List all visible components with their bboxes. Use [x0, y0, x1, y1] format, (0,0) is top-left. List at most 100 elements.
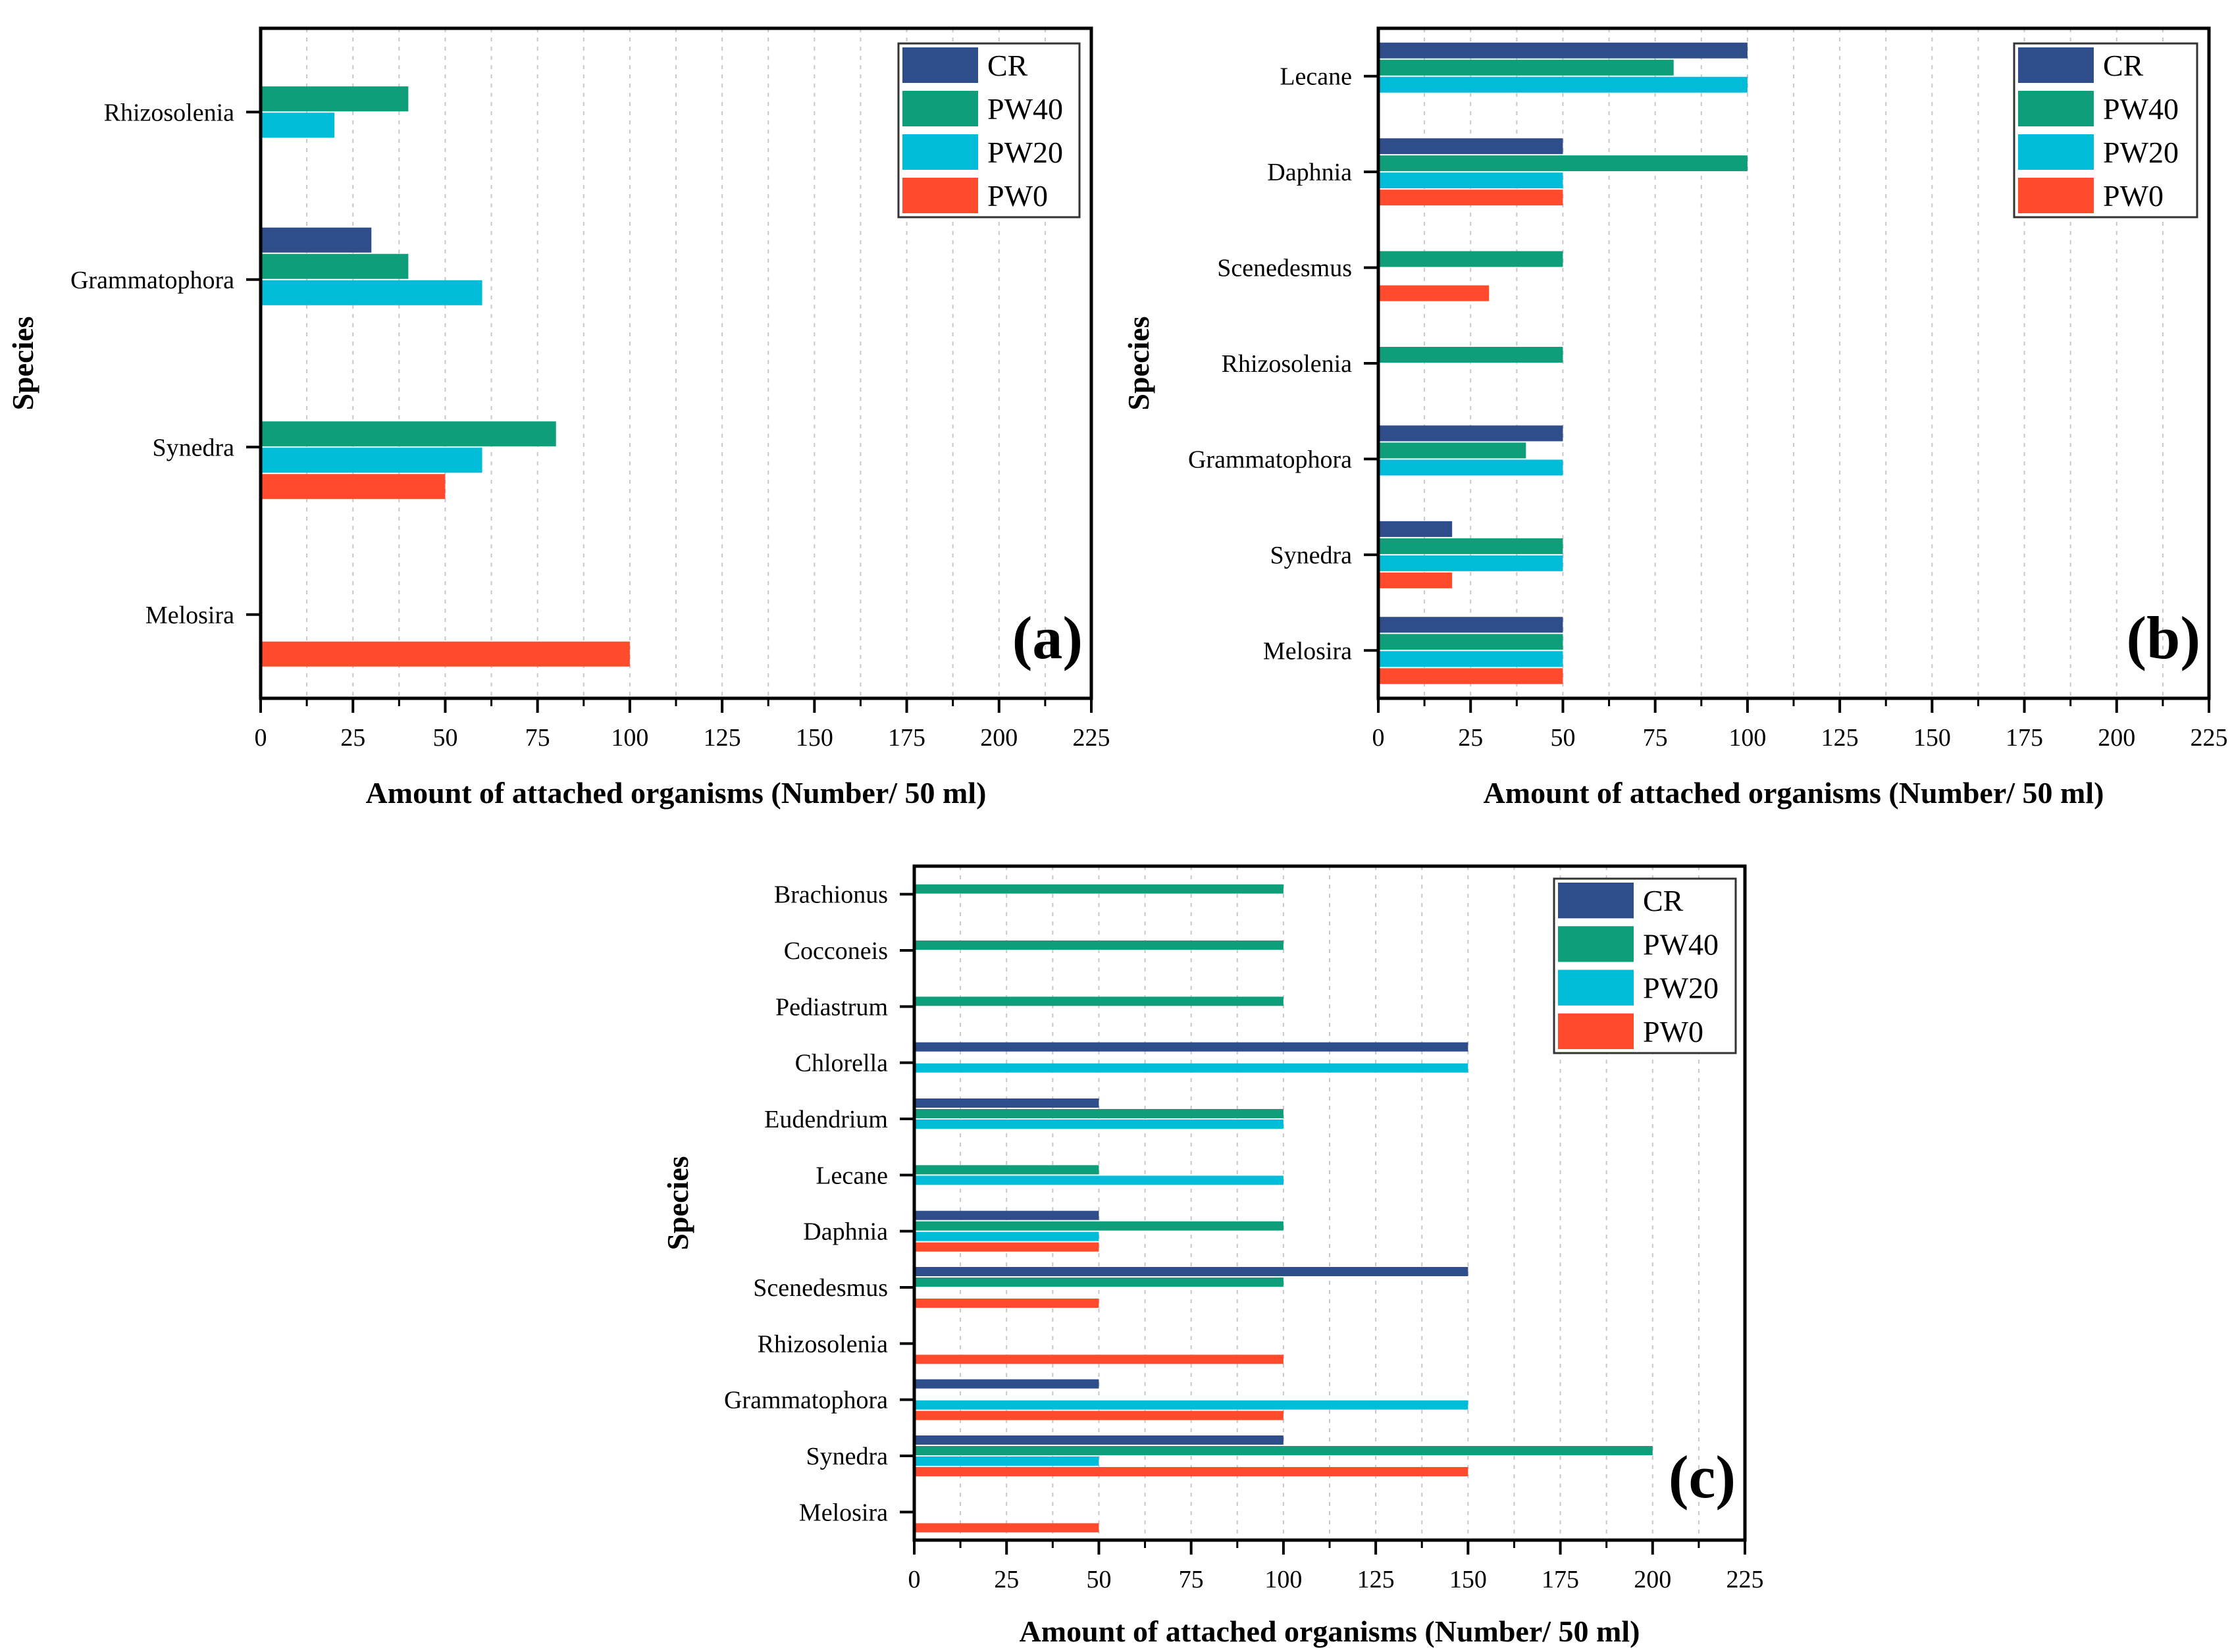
bar-pw20-synedra — [1380, 555, 1563, 571]
x-tick-label: 0 — [908, 1566, 921, 1593]
legend-label: PW0 — [987, 179, 1048, 213]
legend-swatch-pw40 — [1558, 926, 1634, 962]
x-tick-label: 225 — [1073, 724, 1110, 752]
category-label: Melosira — [799, 1499, 888, 1526]
legend-swatch-pw40 — [2018, 91, 2094, 126]
bar-pw40-melosira — [1380, 634, 1563, 650]
x-tick-label: 50 — [1550, 724, 1575, 752]
category-label: Lecane — [816, 1162, 888, 1189]
panel-label: (b) — [2127, 604, 2200, 671]
y-axis-title: Species — [661, 1156, 694, 1250]
legend-swatch-pw0 — [2018, 178, 2094, 213]
x-tick-label: 100 — [611, 724, 648, 752]
x-axis-title: Amount of attached organisms (Number/ 50… — [366, 776, 987, 810]
category-label: Brachionus — [774, 881, 888, 909]
bar-pw40-cocconeis — [916, 941, 1284, 950]
bar-pw20-lecane — [1380, 76, 1748, 93]
legend-swatch-cr — [2018, 47, 2094, 83]
legend-label: PW0 — [2103, 179, 2164, 213]
bar-pw0-daphnia — [1380, 190, 1563, 206]
bar-pw20-grammatophora — [1380, 459, 1563, 476]
category-label: Melosira — [1263, 637, 1352, 665]
legend-swatch-pw0 — [1558, 1013, 1634, 1049]
bar-pw40-rhizosolenia — [1380, 347, 1563, 363]
legend-swatch-pw20 — [902, 134, 978, 170]
bar-pw40-scenedesmus — [1380, 251, 1563, 267]
x-tick-label: 150 — [796, 724, 833, 752]
x-tick-label: 75 — [1643, 724, 1668, 752]
bar-pw20-synedra — [262, 448, 482, 473]
y-axis-title: Species — [1122, 316, 1155, 410]
category-label: Grammatophora — [70, 267, 234, 294]
category-label: Synedra — [152, 434, 234, 461]
x-tick-label: 150 — [1449, 1566, 1487, 1593]
bar-pw40-daphnia — [1380, 155, 1748, 172]
bar-pw40-synedra — [262, 421, 556, 447]
x-tick-label: 175 — [888, 724, 925, 752]
category-label: Chlorella — [795, 1050, 889, 1077]
x-axis-title: Amount of attached organisms (Number/ 50… — [1020, 1614, 1640, 1648]
x-tick-label: 200 — [1634, 1566, 1671, 1593]
legend-swatch-pw20 — [1558, 969, 1634, 1006]
bar-pw0-grammatophora — [916, 1410, 1284, 1420]
x-tick-label: 0 — [1372, 724, 1385, 752]
category-label: Cocconeis — [784, 937, 888, 965]
bar-pw40-synedra — [916, 1446, 1653, 1455]
category-label: Rhizosolenia — [1222, 350, 1353, 378]
bar-cr-daphnia — [1380, 138, 1563, 155]
bar-pw0-melosira — [916, 1523, 1099, 1533]
bar-pw40-synedra — [1380, 538, 1563, 554]
category-label: Melosira — [145, 602, 234, 629]
bar-pw20-chlorella — [916, 1063, 1468, 1073]
category-label: Lecane — [1280, 63, 1352, 91]
legend-swatch-pw0 — [902, 178, 978, 213]
y-axis-title: Species — [6, 316, 39, 410]
legend-label: PW40 — [2103, 92, 2179, 126]
panel-c: Melosira Synedra Grammatophora Rhizosolenia… — [661, 864, 1764, 1648]
bar-pw20-grammatophora — [916, 1400, 1468, 1410]
bar-pw0-melosira — [262, 641, 630, 667]
bar-pw40-grammatophora — [1380, 442, 1526, 459]
bar-cr-synedra — [1380, 521, 1453, 537]
x-tick-label: 100 — [1264, 1566, 1302, 1593]
x-tick-label: 150 — [1913, 724, 1951, 752]
x-tick-label: 25 — [994, 1566, 1019, 1593]
x-tick-label: 200 — [980, 724, 1018, 752]
panel-label: (c) — [1669, 1443, 1736, 1510]
category-label: Daphnia — [1267, 159, 1352, 186]
bar-pw20-rhizosolenia — [262, 113, 335, 138]
bar-pw40-rhizosolenia — [262, 86, 409, 112]
legend-label: PW20 — [987, 136, 1063, 169]
legend-label: CR — [2103, 49, 2144, 82]
category-label: Daphnia — [803, 1218, 888, 1246]
bar-cr-daphnia — [916, 1210, 1099, 1220]
legend-label: PW0 — [1643, 1015, 1703, 1048]
x-tick-label: 75 — [1179, 1566, 1204, 1593]
bar-pw40-scenedesmus — [916, 1278, 1284, 1287]
category-label: Grammatophora — [724, 1387, 888, 1414]
bar-pw40-grammatophora — [262, 253, 409, 279]
category-label: Scenedesmus — [753, 1274, 888, 1302]
legend-label: CR — [987, 49, 1028, 82]
bar-pw0-daphnia — [916, 1242, 1099, 1252]
category-label: Pediastrum — [775, 993, 888, 1021]
bar-cr-chlorella — [916, 1042, 1468, 1052]
x-tick-label: 25 — [340, 724, 365, 752]
x-tick-label: 75 — [525, 724, 550, 752]
legend-label: PW20 — [1643, 971, 1719, 1005]
category-label: Rhizosolenia — [104, 99, 235, 126]
panel-a: Melosira Synedra Grammatophora Rhizosolenia… — [6, 26, 1110, 810]
legend-swatch-cr — [1558, 883, 1634, 919]
bar-pw40-lecane — [916, 1165, 1099, 1175]
bar-pw20-eudendrium — [916, 1120, 1284, 1129]
x-tick-label: 175 — [1542, 1566, 1579, 1593]
legend-swatch-cr — [902, 47, 978, 83]
bar-pw20-lecane — [916, 1175, 1284, 1185]
x-tick-label: 0 — [255, 724, 267, 752]
legend-label: PW40 — [987, 92, 1063, 126]
bar-cr-melosira — [1380, 617, 1563, 633]
x-tick-label: 225 — [2191, 724, 2228, 752]
legend-label: PW40 — [1643, 927, 1719, 961]
bar-pw0-melosira — [1380, 668, 1563, 684]
